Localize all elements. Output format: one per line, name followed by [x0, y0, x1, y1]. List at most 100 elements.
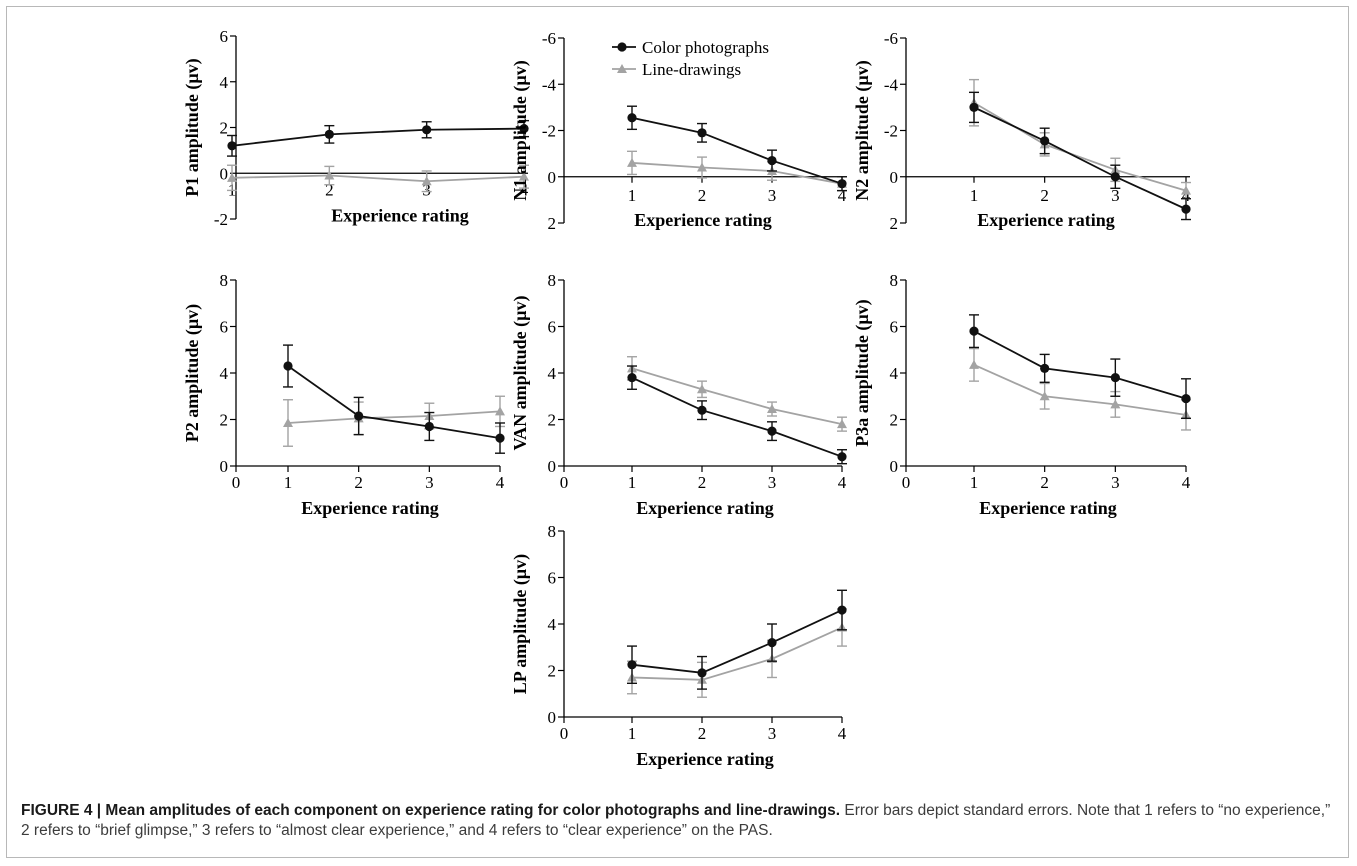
x-axis-label: Experience rating	[979, 498, 1116, 518]
y-tick-label: -6	[884, 29, 898, 48]
data-point	[354, 411, 364, 421]
data-point	[324, 129, 334, 139]
series-color-photographs	[283, 344, 505, 454]
series-color-photographs	[627, 365, 847, 465]
data-point	[283, 361, 293, 371]
y-tick-label: 4	[890, 364, 899, 383]
legend-label-line-drawings: Line-drawings	[642, 60, 741, 79]
y-axis-label: P3a amplitude (µv)	[852, 299, 873, 446]
y-tick-label: 2	[220, 411, 229, 430]
data-point	[324, 170, 335, 180]
y-tick-label: 8	[220, 271, 229, 290]
data-point	[1110, 172, 1120, 182]
data-point	[421, 176, 432, 186]
data-point	[697, 668, 707, 678]
y-axis-label: VAN amplitude (µv)	[510, 295, 531, 450]
x-tick-label: 1	[970, 186, 979, 205]
chart-panel-van: 0 2 4 6 8 0 1 2 3 4 Experience rating VAN amplitude…	[510, 271, 847, 518]
y-axis-label: P1 amplitude (µv)	[182, 58, 203, 196]
data-point	[627, 113, 637, 123]
data-point	[422, 125, 432, 135]
data-point	[697, 405, 707, 415]
x-axis-label: Experience rating	[331, 205, 468, 225]
series-color-photographs	[627, 105, 847, 192]
y-tick-label: -2	[884, 122, 898, 141]
x-tick-label: 2	[1040, 473, 1049, 492]
x-tick-label: 2	[354, 473, 363, 492]
data-point	[697, 162, 707, 172]
data-point	[495, 406, 505, 416]
figure-caption: FIGURE 4 | Mean amplitudes of each compo…	[21, 801, 1339, 841]
legend: Color photographs Line-drawings	[612, 38, 769, 79]
y-tick-label: 2	[548, 214, 557, 233]
chart-panel-p2: 0 2 4 6 8 0 1 2 3 4 Experience rating P2 amplitude …	[182, 271, 505, 518]
y-tick-label: 4	[220, 364, 229, 383]
data-point	[627, 373, 637, 383]
y-tick-label: 4	[548, 364, 557, 383]
data-point	[519, 171, 529, 181]
series-line	[631, 367, 843, 426]
data-point	[969, 359, 979, 369]
y-tick-label: 0	[220, 457, 229, 476]
data-point	[1181, 393, 1191, 404]
series-line	[973, 101, 1187, 192]
data-point	[837, 419, 847, 429]
data-point	[1181, 185, 1191, 195]
x-tick-label: 3	[425, 473, 434, 492]
y-tick-label: 6	[890, 318, 899, 337]
data-point	[1181, 204, 1191, 214]
x-axis-label: Experience rating	[634, 210, 771, 230]
y-tick-label: 0	[890, 457, 899, 476]
data-point	[1040, 363, 1050, 373]
data-point	[495, 433, 505, 443]
y-tick-label: -4	[884, 75, 899, 94]
x-tick-label: 2	[698, 724, 707, 743]
x-tick-label: 1	[628, 186, 637, 205]
y-tick-label: -2	[214, 210, 228, 229]
y-tick-label: 8	[890, 271, 899, 290]
y-tick-label: 0	[220, 164, 229, 183]
series-color-photographs	[969, 91, 1191, 221]
series-line	[231, 127, 525, 147]
x-axis-label: Experience rating	[636, 498, 773, 518]
y-tick-label: 0	[548, 708, 557, 727]
x-tick-label: 3	[1111, 473, 1120, 492]
x-tick-label: 3	[768, 724, 777, 743]
x-axis-label: Experience rating	[636, 749, 773, 769]
data-point	[627, 157, 637, 167]
series-line	[973, 106, 1187, 210]
x-tick-label: 4	[520, 180, 529, 199]
caption-text: Error bars depict standard errors. Note …	[21, 802, 1331, 839]
x-tick-label: 3	[1111, 186, 1120, 205]
caption-label: FIGURE 4 | Mean amplitudes of each compo…	[21, 802, 841, 819]
y-tick-label: 0	[890, 168, 899, 187]
y-axis-label: N1 amplitude (µv)	[510, 60, 531, 200]
x-axis-label: Experience rating	[301, 498, 438, 518]
y-tick-label: 2	[220, 119, 229, 138]
x-tick-label: 2	[325, 180, 334, 199]
series-line-drawings	[627, 150, 847, 192]
y-tick-label: 2	[890, 214, 899, 233]
data-point	[837, 179, 847, 189]
series-line	[631, 376, 843, 458]
data-point	[1040, 136, 1050, 146]
x-tick-label: 4	[838, 724, 847, 743]
series-line	[631, 626, 843, 681]
data-point	[283, 417, 293, 427]
x-tick-label: 1	[284, 473, 293, 492]
series-color-photographs	[969, 314, 1191, 420]
y-tick-label: 6	[220, 27, 229, 46]
x-tick-label: 0	[560, 473, 569, 492]
y-tick-label: 6	[548, 318, 557, 337]
y-tick-label: 0	[548, 168, 557, 187]
x-tick-label: 2	[1040, 186, 1049, 205]
data-point	[1110, 399, 1121, 409]
x-tick-label: 2	[698, 473, 707, 492]
series-line	[631, 161, 843, 185]
x-tick-label: 4	[1182, 473, 1191, 492]
x-tick-label: 1	[628, 724, 637, 743]
x-tick-label: 0	[902, 473, 911, 492]
x-tick-label: 4	[496, 473, 505, 492]
